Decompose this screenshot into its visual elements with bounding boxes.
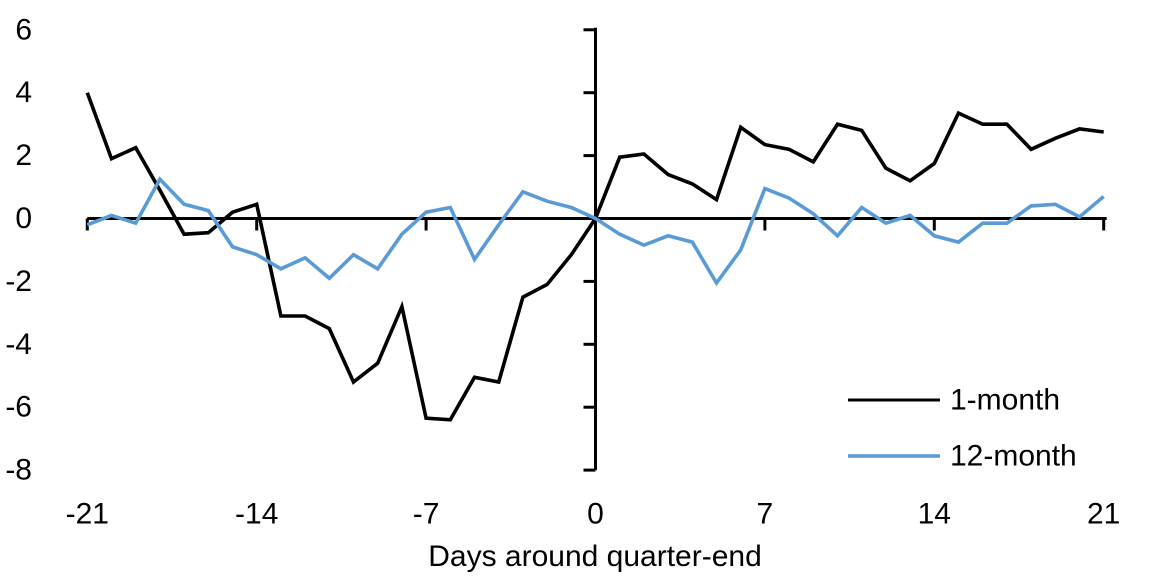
series-line-12-month	[86, 176, 1105, 287]
x-tick-label: 21	[1087, 498, 1120, 531]
legend: 1-month 12-month	[848, 384, 1077, 473]
x-tick-label: -7	[413, 498, 440, 531]
x-tick-label: -14	[235, 498, 278, 531]
y-tick-label: 2	[15, 139, 32, 172]
y-tick-label: -6	[5, 391, 32, 424]
tick-labels: 6 4 2 0 -2 -4 -6 -8 -21 -14 -7 0 7 14 21	[5, 13, 1120, 530]
x-tick-label: 14	[918, 498, 951, 531]
y-tick-label: -2	[5, 265, 32, 298]
x-axis-title: Days around quarter-end	[428, 540, 762, 573]
y-tick-label: 4	[15, 76, 32, 109]
series-lines	[85, 92, 1105, 422]
legend-label-12-month: 12-month	[950, 440, 1077, 473]
y-tick-label: -8	[5, 454, 32, 487]
y-tick-label: -4	[5, 328, 32, 361]
x-tick-label: 0	[587, 498, 604, 531]
y-tick-label: 0	[15, 202, 32, 235]
legend-label-1-month: 1-month	[950, 384, 1060, 417]
x-tick-label: -21	[66, 498, 109, 531]
x-tick-label: 7	[757, 498, 774, 531]
y-tick-label: 6	[15, 13, 32, 46]
